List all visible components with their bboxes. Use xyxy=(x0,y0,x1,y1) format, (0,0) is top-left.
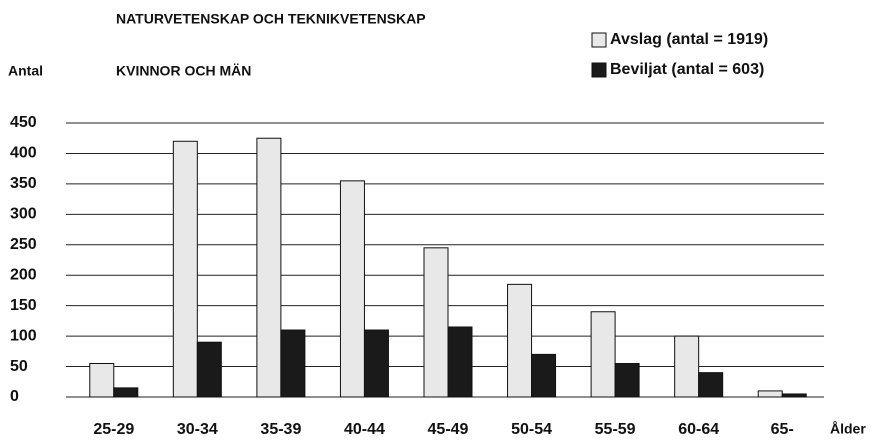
bar xyxy=(614,363,640,398)
legend-swatch xyxy=(591,62,607,78)
legend-label: Beviljat (antal = 603) xyxy=(610,61,764,78)
bar xyxy=(89,363,115,398)
y-tick-label: 150 xyxy=(10,297,37,314)
x-tick-label: 55-59 xyxy=(595,421,636,438)
y-tick-label: 300 xyxy=(10,206,37,223)
bar xyxy=(507,283,533,398)
bar xyxy=(674,335,700,398)
x-tick-label: 45-49 xyxy=(428,421,469,438)
x-tick-label: 30-34 xyxy=(177,421,218,438)
x-tick-label: 50-54 xyxy=(511,421,552,438)
x-tick-label: 25-29 xyxy=(93,421,134,438)
y-tick-label: 450 xyxy=(10,114,37,131)
bar xyxy=(172,140,198,398)
bar xyxy=(447,326,473,398)
y-tick-label: 200 xyxy=(10,266,37,283)
x-axis-label: Ålder xyxy=(830,421,866,437)
bar xyxy=(698,372,724,398)
bar xyxy=(256,137,282,398)
bar xyxy=(196,341,222,398)
bar xyxy=(757,390,783,398)
y-tick-label: 50 xyxy=(10,358,28,375)
y-tick-label: 100 xyxy=(10,327,37,344)
y-tick-label: 0 xyxy=(10,388,19,405)
legend-swatch xyxy=(591,32,607,48)
bar xyxy=(781,393,807,398)
y-tick-label: 350 xyxy=(10,175,37,192)
chart-subtitle: KVINNOR OCH MÄN xyxy=(116,63,251,79)
x-tick-label: 40-44 xyxy=(344,421,385,438)
bar xyxy=(531,353,557,398)
y-tick-label: 400 xyxy=(10,145,37,162)
bar xyxy=(113,387,139,398)
bar xyxy=(280,329,306,398)
bar xyxy=(423,247,449,398)
chart-title: NATURVETENSKAP OCH TEKNIKVETENSKAP xyxy=(116,11,426,27)
x-tick-label: 60-64 xyxy=(678,421,719,438)
x-tick-label: 65- xyxy=(771,421,794,438)
bar xyxy=(339,180,365,398)
bar xyxy=(590,311,616,398)
y-axis-label: Antal xyxy=(8,63,43,79)
legend-label: Avslag (antal = 1919) xyxy=(610,31,768,48)
y-tick-label: 250 xyxy=(10,236,37,253)
x-tick-label: 35-39 xyxy=(260,421,301,438)
bar xyxy=(363,329,389,398)
